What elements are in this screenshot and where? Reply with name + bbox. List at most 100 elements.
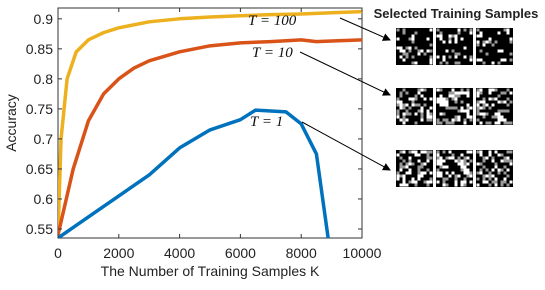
pixel [457,115,461,119]
pixel [500,118,504,122]
pixel [414,61,418,65]
pixel [466,174,470,178]
pixel [479,100,483,104]
pixel [503,156,507,160]
y-tick-label: 0.75 [26,101,53,117]
pixel [457,31,461,35]
pixel [442,118,446,122]
pixel [466,109,470,113]
arrow [339,17,391,41]
pixel [408,49,412,53]
pixel [509,162,513,166]
pixel [469,55,473,59]
pixel [494,97,498,101]
pixel [466,106,470,110]
pixel [439,100,443,104]
pixel [445,61,449,65]
pixel [503,28,507,32]
pixel [448,156,452,160]
pixel [423,162,427,166]
pixel [402,115,406,119]
pixel [497,112,501,116]
pixel [506,109,510,113]
pixel [402,159,406,163]
pixel [408,180,412,184]
pixel [442,177,446,181]
pixel [463,109,467,113]
pixel [494,183,498,187]
pixel [488,153,492,157]
pixel [476,43,480,47]
pixel [445,97,449,101]
pixel [402,31,406,35]
pixel [445,183,449,187]
pixel [417,165,421,169]
pixel [463,118,467,122]
pixel [429,118,433,122]
pixel [509,91,513,95]
pixel [411,97,415,101]
pixel [466,112,470,116]
pixel [494,40,498,44]
pixel [429,171,433,175]
pixel [476,177,480,181]
pixel [439,174,443,178]
pixel [457,159,461,163]
x-tick-label: 4000 [164,245,195,261]
pixel [448,37,452,41]
pixel [482,174,486,178]
pixel [399,55,403,59]
pixel [439,121,443,125]
pixel [482,156,486,160]
pixel [420,49,424,53]
pixel [442,159,446,163]
pixel [460,180,464,184]
pixel [503,165,507,169]
pixel [411,61,415,65]
pixel [439,156,443,160]
pixel [479,112,483,116]
pixel [420,88,424,92]
pixel [454,61,458,65]
pixel [411,37,415,41]
pixel [454,180,458,184]
pixel [485,40,489,44]
pixel [469,159,473,163]
pixel [439,103,443,107]
side-title: Selected Training Samples [374,6,539,21]
pixel [402,183,406,187]
pixel [488,183,492,187]
pixel [399,162,403,166]
pixel [436,180,440,184]
pixel [436,162,440,166]
pixel [476,58,480,62]
pixel [414,94,418,98]
pixel [457,91,461,95]
pixel [429,115,433,119]
pixel [491,88,495,92]
pixel [426,168,430,172]
pixel [460,106,464,110]
pixel [402,118,406,122]
pixel [497,100,501,104]
pixel [454,183,458,187]
pixel [414,97,418,101]
pixel [457,118,461,122]
pixel [426,150,430,154]
pixel [429,97,433,101]
pixel [439,171,443,175]
pixel [405,55,409,59]
pixel [445,156,449,160]
pixel [436,159,440,163]
annotation: T = 100 [248,13,297,29]
pixel [399,168,403,172]
pixel [482,40,486,44]
pixel [426,115,430,119]
pixel [439,61,443,65]
pixel [466,91,470,95]
pixel [436,153,440,157]
pixel [402,58,406,62]
pixel [494,112,498,116]
pixel [485,174,489,178]
pixel [469,150,473,154]
